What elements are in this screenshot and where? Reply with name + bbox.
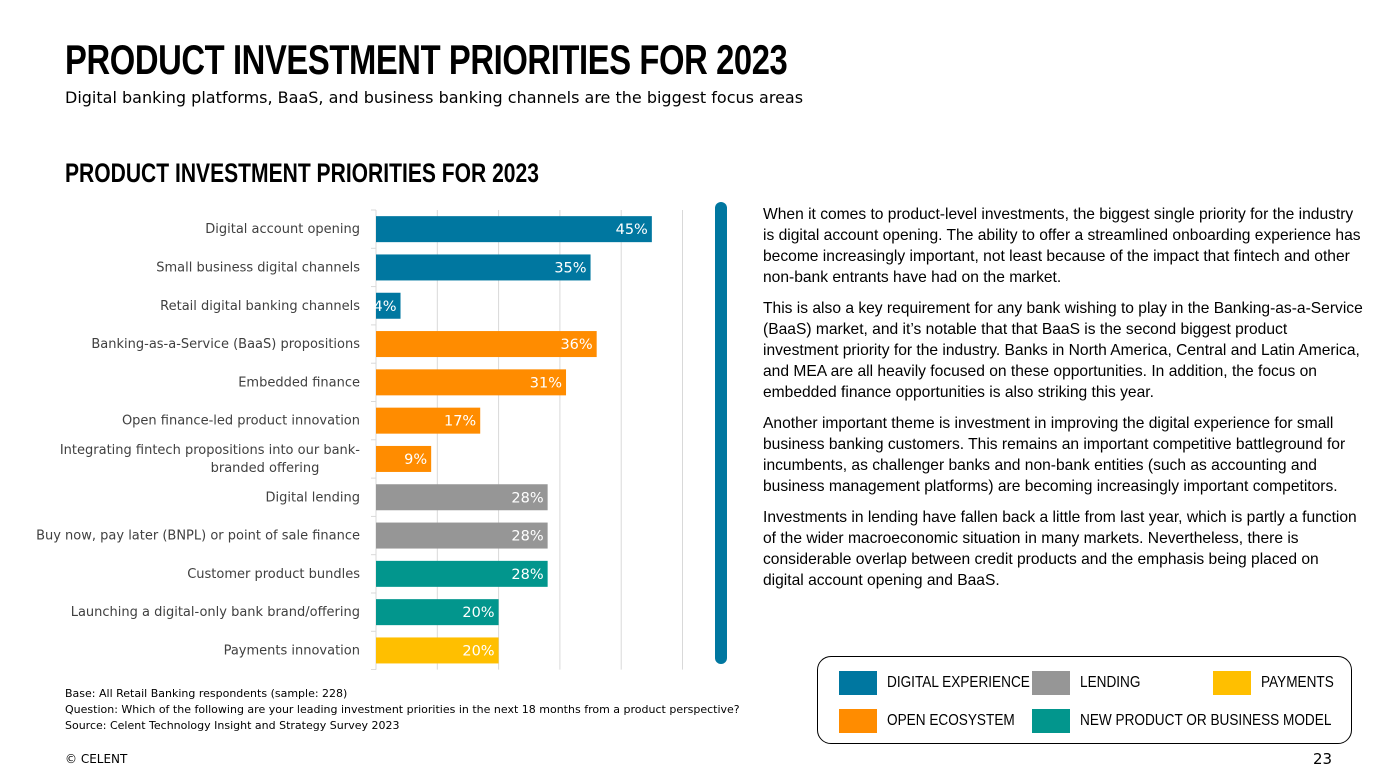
legend-item: OPEN ECOSYSTEM — [839, 709, 1037, 733]
bar — [376, 484, 548, 511]
paragraph: This is also a key requirement for any b… — [763, 300, 1363, 401]
question-note: Question: Which of the following are you… — [65, 703, 740, 716]
bar — [376, 369, 567, 396]
legend-swatch — [1213, 671, 1251, 695]
data-label: 36% — [560, 337, 592, 353]
bar — [376, 254, 591, 281]
page-number: 23 — [1313, 750, 1333, 768]
category-label: Retail digital banking channels — [160, 299, 360, 314]
body-text: When it comes to product-level investmen… — [763, 204, 1363, 601]
category-label: Buy now, pay later (BNPL) or point of sa… — [36, 529, 360, 544]
category-label: Small business digital channels — [156, 260, 360, 275]
bar — [376, 216, 652, 243]
category-label: Integrating fintech propositions into ou… — [60, 443, 360, 458]
data-label: 9% — [404, 452, 427, 468]
legend-item: LENDING — [1032, 671, 1151, 695]
paragraph: When it comes to product-level investmen… — [763, 206, 1361, 286]
legend-label: OPEN ECOSYSTEM — [887, 712, 1015, 729]
chart-notes: Base: All Retail Banking respondents (sa… — [65, 686, 740, 734]
legend-item: NEW PRODUCT OR BUSINESS MODEL — [1032, 709, 1376, 733]
legend-swatch — [1032, 671, 1070, 695]
data-label: 4% — [374, 299, 397, 315]
bar — [376, 331, 597, 358]
legend-label: DIGITAL EXPERIENCE — [887, 674, 1030, 691]
base-note: Base: All Retail Banking respondents (sa… — [65, 687, 348, 700]
legend-swatch — [1032, 709, 1070, 733]
legend-swatch — [839, 671, 877, 695]
chart-title: PRODUCT INVESTMENT PRIORITIES FOR 2023 — [65, 158, 539, 188]
bar — [376, 292, 401, 319]
page-subtitle: Digital banking platforms, BaaS, and bus… — [65, 88, 804, 107]
category-label: branded offering — [211, 461, 320, 476]
data-label: 28% — [511, 567, 543, 583]
bar-chart: 45% Digital account opening 35% Small busin… — [36, 209, 683, 670]
category-label: Banking-as-a-Service (BaaS) propositions — [91, 337, 360, 352]
bar — [376, 560, 548, 587]
bar — [376, 599, 499, 626]
data-label: 28% — [511, 490, 543, 506]
bar — [376, 522, 548, 549]
copyright: © CELENT — [65, 752, 128, 766]
legend-label: LENDING — [1080, 674, 1141, 691]
data-label: 17% — [444, 414, 476, 430]
data-label: 20% — [462, 643, 494, 659]
paragraph: Investments in lending have fallen back … — [763, 509, 1357, 589]
data-label: 28% — [511, 529, 543, 545]
bar — [376, 445, 432, 472]
bar — [376, 637, 499, 664]
category-label: Customer product bundles — [187, 567, 360, 582]
category-label: Payments innovation — [224, 643, 360, 658]
paragraph: Another important theme is investment in… — [763, 415, 1346, 495]
category-label: Digital account opening — [205, 222, 360, 237]
page-title: PRODUCT INVESTMENT PRIORITIES FOR 2023 — [65, 36, 788, 83]
data-label: 20% — [462, 605, 494, 621]
data-label: 35% — [554, 260, 586, 276]
legend-swatch — [839, 709, 877, 733]
data-label: 31% — [530, 375, 562, 391]
legend: DIGITAL EXPERIENCE LENDING PAYMENTS OPEN… — [817, 656, 1352, 744]
category-label: Digital lending — [266, 490, 361, 505]
category-label: Open finance-led product innovation — [122, 414, 360, 429]
category-label: Launching a digital-only bank brand/offe… — [71, 605, 360, 620]
category-label: Embedded finance — [238, 375, 360, 390]
legend-item: DIGITAL EXPERIENCE — [839, 671, 1055, 695]
data-label: 45% — [616, 222, 648, 238]
legend-label: PAYMENTS — [1261, 674, 1334, 691]
bar — [376, 407, 481, 434]
legend-item: PAYMENTS — [1213, 671, 1347, 695]
legend-label: NEW PRODUCT OR BUSINESS MODEL — [1080, 712, 1332, 729]
divider-bar — [715, 202, 727, 664]
source-note: Source: Celent Technology Insight and St… — [65, 719, 400, 732]
